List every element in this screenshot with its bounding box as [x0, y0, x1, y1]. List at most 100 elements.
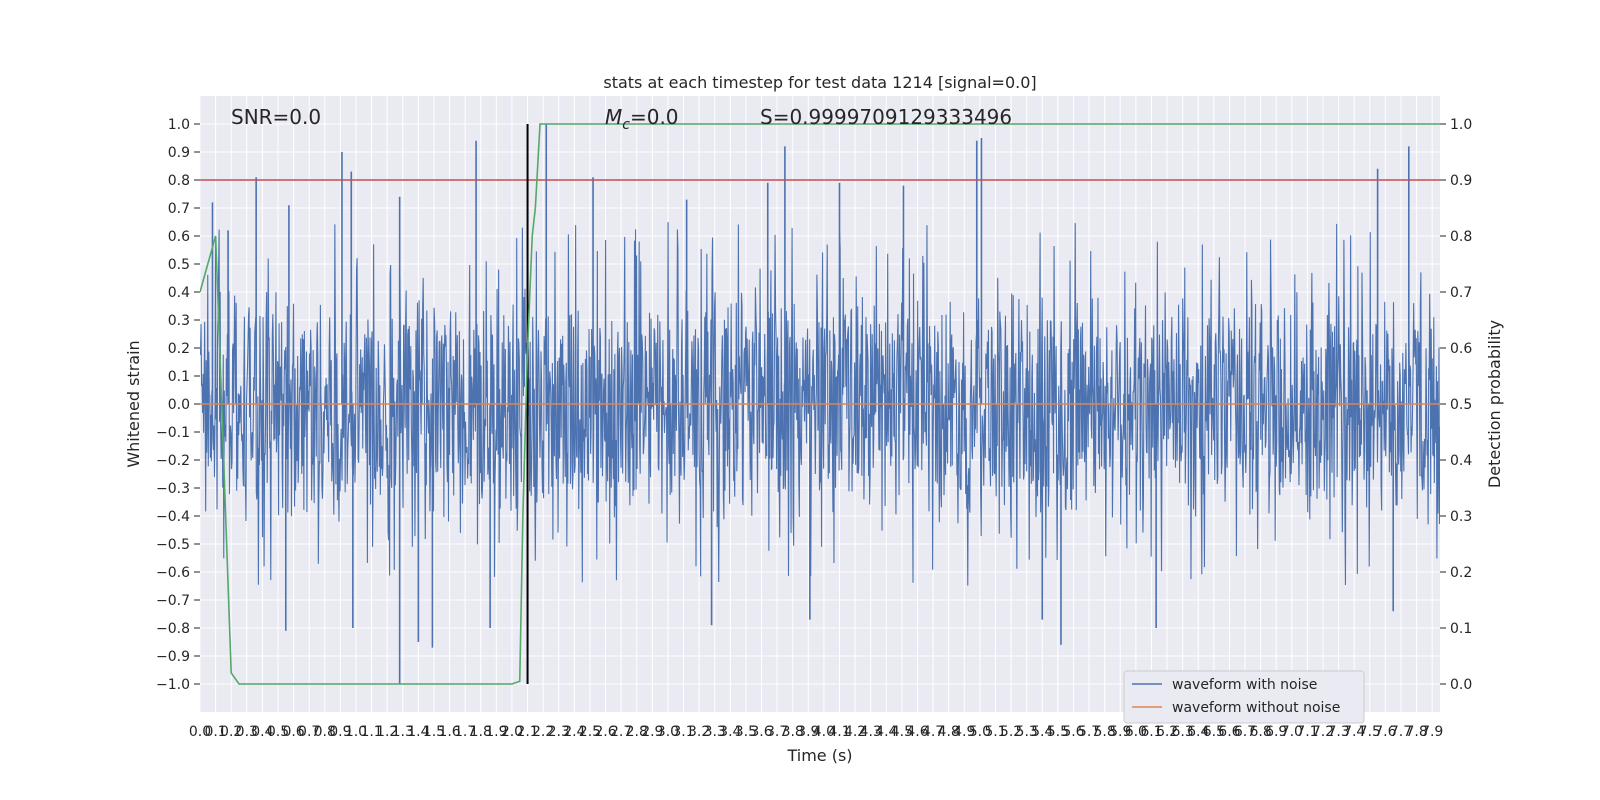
x-tick-label: 0.8	[314, 724, 336, 740]
y-tick-label: 0.3	[168, 313, 190, 329]
chirp-mass-annotation: Mc=0.0	[605, 105, 679, 133]
x-tick-label: 6.5	[1203, 724, 1225, 740]
x-tick-label: 3.4	[719, 724, 741, 740]
x-tick-label: 0.5	[267, 724, 289, 740]
x-tick-label: 5.3	[1016, 724, 1038, 740]
x-tick-label: 4.7	[922, 724, 944, 740]
y-tick-label: −0.3	[156, 481, 190, 497]
x-tick-label: 4.9	[953, 724, 975, 740]
snr-annotation: SNR=0.0	[231, 105, 321, 129]
x-tick-label: 6.2	[1156, 724, 1178, 740]
x-tick-label: 0.1	[204, 724, 226, 740]
y-tick-label: 0.4	[168, 285, 190, 301]
x-tick-label: 3.9	[797, 724, 819, 740]
y-tick-label: 0.1	[168, 369, 190, 385]
x-axis-ticks: 0.00.10.20.30.40.50.60.70.80.91.01.11.21…	[189, 724, 1443, 740]
x-tick-label: 5.9	[1109, 724, 1131, 740]
x-tick-label: 0.6	[282, 724, 304, 740]
x-tick-label: 7.0	[1281, 724, 1303, 740]
x-tick-label: 7.1	[1296, 724, 1318, 740]
y-tick-label: −0.1	[156, 425, 190, 441]
x-tick-label: 7.4	[1343, 724, 1365, 740]
chirp-mass-value: =0.0	[630, 105, 679, 129]
x-tick-label: 0.9	[329, 724, 351, 740]
right-y-tick-label: 0.8	[1450, 229, 1472, 245]
x-tick-label: 7.2	[1312, 724, 1334, 740]
x-tick-label: 6.7	[1234, 724, 1256, 740]
x-tick-label: 4.6	[906, 724, 928, 740]
x-tick-label: 2.6	[594, 724, 616, 740]
x-tick-label: 2.8	[626, 724, 648, 740]
right-y-tick-label: 0.6	[1450, 341, 1472, 357]
chirp-mass-symbol: M	[605, 105, 622, 129]
x-tick-label: 5.6	[1062, 724, 1084, 740]
y-tick-label: 0.9	[168, 145, 190, 161]
x-tick-label: 1.5	[423, 724, 445, 740]
y-tick-label: −0.7	[156, 593, 190, 609]
chart-title: stats at each timestep for test data 121…	[603, 73, 1036, 92]
x-tick-label: 1.8	[470, 724, 492, 740]
x-tick-label: 6.6	[1218, 724, 1240, 740]
x-tick-label: 3.3	[704, 724, 726, 740]
x-axis-label: Time (s)	[786, 746, 852, 765]
x-tick-label: 6.0	[1125, 724, 1147, 740]
right-y-axis-ticks: 1.0 0.9 0.8 0.7 0.6 0.5 0.4 0.3 0.2 0.1 0.0	[1440, 117, 1472, 693]
x-tick-label: 6.4	[1187, 724, 1209, 740]
x-tick-label: 4.3	[860, 724, 882, 740]
right-y-tick-label: 0.3	[1450, 509, 1472, 525]
x-tick-label: 1.0	[345, 724, 367, 740]
x-tick-label: 3.1	[672, 724, 694, 740]
y-tick-label: −0.6	[156, 565, 190, 581]
x-tick-label: 3.0	[657, 724, 679, 740]
x-tick-label: 2.7	[610, 724, 632, 740]
right-y-tick-label: 0.4	[1450, 453, 1472, 469]
x-tick-label: 0.2	[220, 724, 242, 740]
x-tick-label: 7.7	[1390, 724, 1412, 740]
x-tick-label: 7.6	[1374, 724, 1396, 740]
x-tick-label: 2.4	[563, 724, 585, 740]
right-y-axis-label: Detection probability	[1485, 320, 1504, 488]
x-tick-label: 4.8	[938, 724, 960, 740]
x-tick-label: 3.6	[750, 724, 772, 740]
legend-frame	[1123, 670, 1365, 724]
y-tick-label: −1.0	[156, 677, 190, 693]
x-tick-label: 1.2	[376, 724, 398, 740]
x-tick-label: 5.4	[1031, 724, 1053, 740]
y-tick-label: 0.2	[168, 341, 190, 357]
x-tick-label: 7.8	[1405, 724, 1427, 740]
y-tick-label: −0.9	[156, 649, 190, 665]
x-tick-label: 5.7	[1078, 724, 1100, 740]
x-tick-label: 5.5	[1047, 724, 1069, 740]
x-tick-label: 1.4	[407, 724, 429, 740]
x-tick-label: 5.8	[1094, 724, 1116, 740]
x-tick-label: 5.0	[969, 724, 991, 740]
waveform-with-noise-series	[200, 124, 1440, 684]
y-tick-label: −0.5	[156, 537, 190, 553]
right-y-tick-label: 0.5	[1450, 397, 1472, 413]
chirp-mass-subscript: c	[622, 117, 630, 133]
legend: waveform with noise waveform without noi…	[1123, 670, 1365, 724]
x-tick-label: 2.3	[548, 724, 570, 740]
y-tick-label: −0.8	[156, 621, 190, 637]
x-tick-label: 1.7	[454, 724, 476, 740]
y-tick-label: −0.2	[156, 453, 190, 469]
y-tick-label: 1.0	[168, 117, 190, 133]
x-tick-label: 1.9	[485, 724, 507, 740]
legend-label-waveform-without-noise: waveform without noise	[1172, 700, 1340, 716]
x-tick-label: 6.8	[1249, 724, 1271, 740]
x-tick-label: 3.5	[735, 724, 757, 740]
x-tick-label: 6.1	[1140, 724, 1162, 740]
x-tick-label: 0.7	[298, 724, 320, 740]
y-tick-label: 0.5	[168, 257, 190, 273]
right-y-tick-label: 0.7	[1450, 285, 1472, 301]
y-tick-label: 0.7	[168, 201, 190, 217]
detection-probability-series	[200, 123, 1440, 685]
x-tick-label: 2.0	[501, 724, 523, 740]
x-tick-label: 1.6	[438, 724, 460, 740]
x-tick-label: 0.0	[189, 724, 211, 740]
x-tick-label: 2.9	[641, 724, 663, 740]
x-tick-label: 7.9	[1421, 724, 1443, 740]
x-tick-label: 3.2	[688, 724, 710, 740]
reference-lines	[200, 124, 1440, 684]
x-tick-label: 5.1	[984, 724, 1006, 740]
